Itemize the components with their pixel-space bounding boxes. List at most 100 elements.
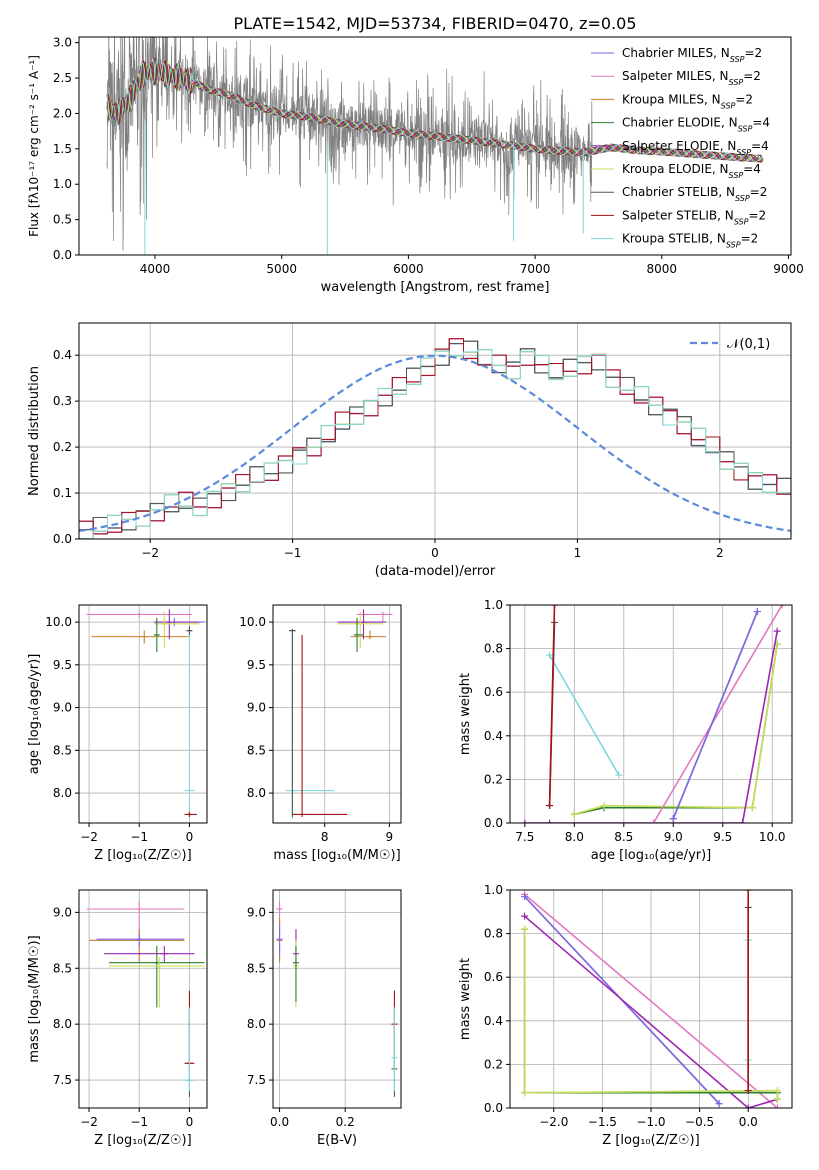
x-tick-label: 6000 bbox=[393, 262, 424, 276]
y-tick-label: 0.0 bbox=[484, 1101, 503, 1115]
y-tick-label: 8.0 bbox=[53, 786, 72, 800]
legend-label-gaussian: 𝒩(0,1) bbox=[727, 337, 770, 352]
x-tick-label: 7.5 bbox=[515, 830, 534, 844]
x-axis-label: wavelength [Angstrom, rest frame] bbox=[321, 280, 550, 295]
marker-kroupa_elodie bbox=[773, 1087, 781, 1095]
marker-kroupa_stelib bbox=[615, 771, 623, 779]
x-tick-label: 10.0 bbox=[759, 830, 786, 844]
marker-kroupa_elodie bbox=[773, 1095, 781, 1103]
y-tick-label: 8.0 bbox=[53, 1017, 72, 1031]
legend-label-chabrier_miles: Chabrier MILES, NSSP=2 bbox=[622, 46, 762, 64]
marker-chabrier_miles bbox=[669, 815, 677, 823]
y-tick-label: 0.1 bbox=[53, 486, 72, 500]
gaussian-curve bbox=[79, 354, 791, 532]
line-salpeter_miles bbox=[652, 605, 783, 823]
y-axis-label: mass [log₁₀(M/M☉)] bbox=[27, 935, 42, 1062]
marker-kroupa_elodie bbox=[748, 804, 756, 812]
legend-label-chabrier_elodie: Chabrier ELODIE, NSSP=4 bbox=[622, 116, 770, 134]
axes-frame bbox=[78, 604, 208, 824]
line-kroupa_stelib bbox=[548, 654, 620, 776]
line-chabrier_miles bbox=[672, 611, 759, 819]
line-salpeter_miles bbox=[524, 893, 778, 1108]
x-axis-label: (data-model)/error bbox=[375, 564, 496, 579]
y-tick-label: 2.0 bbox=[53, 106, 72, 120]
plot-area-mass-vs-Z bbox=[86, 901, 205, 1097]
y-tick-label: 9.5 bbox=[53, 658, 72, 672]
marker-kroupa_stelib bbox=[546, 651, 554, 659]
x-tick-label: −1 bbox=[130, 830, 148, 844]
marker-salpeter_elodie bbox=[773, 627, 781, 635]
y-tick-label: 9.0 bbox=[53, 905, 72, 919]
y-tick-label: 9.0 bbox=[247, 701, 266, 715]
marker-salpeter_elodie bbox=[521, 912, 529, 920]
y-tick-label: 1.0 bbox=[484, 598, 503, 612]
plot-area-mass-vs-ebv bbox=[276, 901, 398, 1097]
marker-salpeter_stelib bbox=[551, 605, 559, 609]
x-tick-label: 8 bbox=[321, 830, 329, 844]
plot-area-age-vs-mass bbox=[285, 609, 393, 819]
marker-kroupa_elodie bbox=[570, 810, 578, 818]
y-tick-label: 9.0 bbox=[53, 701, 72, 715]
x-tick-label: −1 bbox=[130, 1115, 148, 1129]
x-axis-label: Z [log₁₀(Z/Z☉)] bbox=[94, 1133, 191, 1148]
x-tick-label: −2 bbox=[141, 546, 159, 560]
plot-layer: Chabrier MILES, NSSP=2 Salpeter MILES, NS… bbox=[27, 36, 804, 1148]
chart-residuals: 𝒩(0,1) −2 −1 0 1 2 0.0 0.1 0.2 0.3 0.4 (data-model)… bbox=[27, 322, 792, 579]
line-salpeter_elodie bbox=[524, 915, 778, 1108]
chart-mass-vs-Z: −2 −1 0 7.5 8.0 8.5 9.0 Z [log₁₀(Z/Z☉)] mass [lo… bbox=[27, 889, 208, 1148]
line-salpeter_stelib bbox=[548, 605, 556, 806]
x-axis-label: Z [log₁₀(Z/Z☉)] bbox=[602, 1133, 699, 1148]
chart-age-vs-mass: 8 9 8.0 8.5 9.0 9.5 10.0 mass [log₁₀(M/M☉)] bbox=[239, 604, 402, 863]
y-axis-label: mass weight bbox=[458, 958, 473, 1040]
x-tick-label: 0.0 bbox=[270, 1115, 289, 1129]
x-tick-label: −1 bbox=[284, 546, 302, 560]
y-tick-label: 1.5 bbox=[53, 142, 72, 156]
marker-chabrier_miles bbox=[715, 1100, 723, 1108]
y-tick-label: 8.5 bbox=[53, 961, 72, 975]
y-tick-label: 0.0 bbox=[484, 816, 503, 830]
line-kroupa_elodie bbox=[574, 644, 778, 816]
y-tick-label: 0.8 bbox=[484, 927, 503, 941]
y-tick-label: 8.0 bbox=[247, 1017, 266, 1031]
hist-kroupa_stelib bbox=[79, 349, 791, 539]
y-axis-label: age [log₁₀(age/yr)] bbox=[27, 654, 42, 775]
x-axis-label: E(B-V) bbox=[317, 1133, 357, 1148]
x-tick-label: 0 bbox=[186, 1115, 194, 1129]
line-chabrier_elodie bbox=[574, 644, 778, 816]
y-tick-label: 9.0 bbox=[247, 905, 266, 919]
y-tick-label: 1.0 bbox=[484, 883, 503, 897]
y-tick-label: 9.5 bbox=[247, 658, 266, 672]
x-tick-label: 9000 bbox=[773, 262, 804, 276]
x-tick-label: 9.5 bbox=[713, 830, 732, 844]
chart-mass-vs-ebv: 0.0 0.2 7.5 8.0 8.5 9.0 E(B-V) bbox=[247, 889, 402, 1148]
marker-salpeter_stelib bbox=[744, 1087, 752, 1095]
x-tick-label: 5000 bbox=[266, 262, 297, 276]
chart-weight-vs-Z: −2.0 −1.5 −1.0 −0.5 0.0 0.0 0.2 0.4 0.6 0.8 1.0 Z [… bbox=[458, 883, 793, 1148]
plot-area-weight-vs-age bbox=[521, 605, 786, 823]
legend-label-salpeter_elodie: Salpeter ELODIE, NSSP=4 bbox=[622, 139, 769, 157]
x-axis-label: age [log₁₀(age/yr)] bbox=[591, 848, 712, 863]
x-axis-label: Z [log₁₀(Z/Z☉)] bbox=[94, 848, 191, 863]
y-tick-label: 0.4 bbox=[484, 1014, 503, 1028]
legend-label-chabrier_stelib: Chabrier STELIB, NSSP=2 bbox=[622, 185, 767, 203]
y-axis-label: Normed distribution bbox=[27, 366, 42, 496]
y-tick-label: 0.2 bbox=[53, 440, 72, 454]
marker-chabrier_miles bbox=[753, 608, 761, 616]
chart-age-vs-Z: −2 −1 0 8.0 8.5 9.0 9.5 10.0 Z [log₁₀(Z/Z☉)] age … bbox=[27, 604, 208, 863]
marker-salpeter_miles bbox=[778, 605, 786, 609]
marker-kroupa_elodie bbox=[521, 925, 529, 933]
y-tick-label: 0.0 bbox=[53, 248, 72, 262]
y-tick-label: 10.0 bbox=[239, 615, 266, 629]
x-tick-label: 0 bbox=[186, 830, 194, 844]
y-tick-label: 0.2 bbox=[484, 772, 503, 786]
x-tick-label: 7000 bbox=[520, 262, 551, 276]
x-tick-label: −0.5 bbox=[685, 1115, 714, 1129]
y-tick-label: 0.3 bbox=[53, 394, 72, 408]
marker-salpeter_elodie bbox=[546, 819, 554, 823]
plot-area-residuals bbox=[79, 338, 791, 539]
figure-title: PLATE=1542, MJD=53734, FIBERID=0470, z=0… bbox=[233, 14, 636, 33]
x-axis-label: mass [log₁₀(M/M☉)] bbox=[273, 848, 400, 863]
axes-frame bbox=[272, 889, 402, 1109]
x-tick-label: 8000 bbox=[647, 262, 678, 276]
legend-label-salpeter_miles: Salpeter MILES, NSSP=2 bbox=[622, 69, 761, 87]
